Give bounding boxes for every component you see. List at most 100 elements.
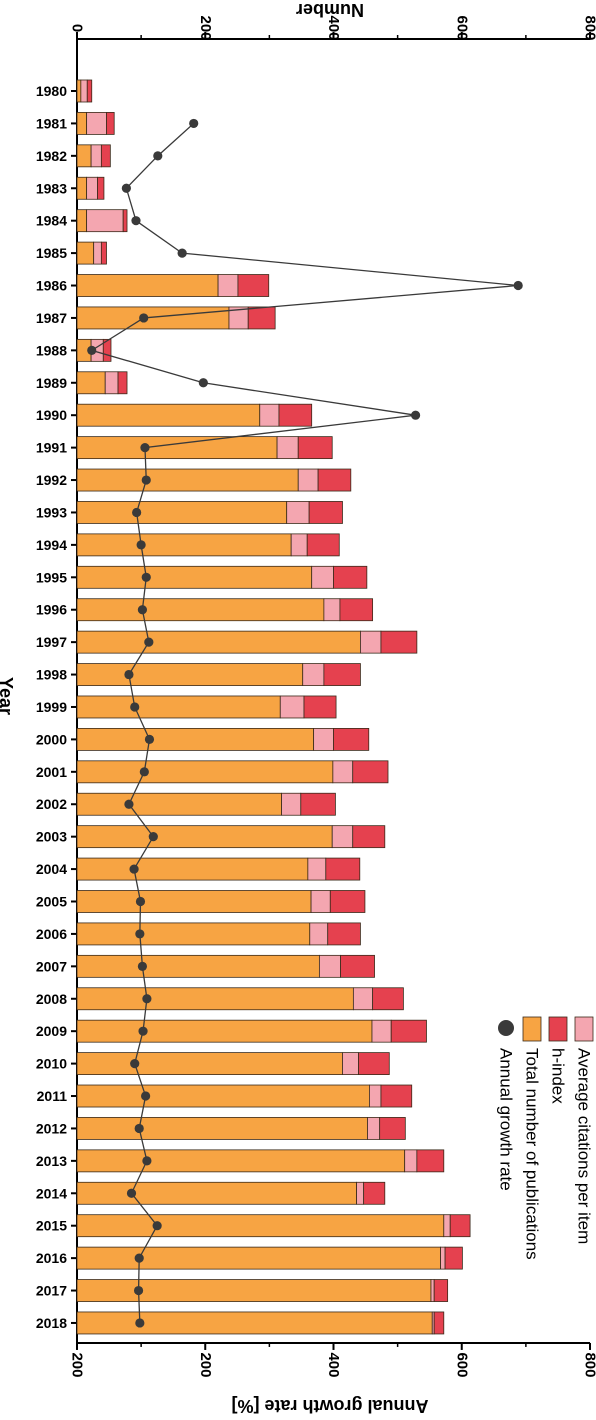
growth-rate-point xyxy=(410,410,421,420)
growth-rate-point xyxy=(124,799,134,809)
bar-segment xyxy=(259,403,280,427)
year-label: 1993 xyxy=(36,504,67,520)
bar-segment xyxy=(390,1019,427,1043)
bar-segment xyxy=(76,728,315,751)
year-label: 1985 xyxy=(36,245,67,261)
top-axis-title: Number xyxy=(296,0,364,20)
bar-segment xyxy=(356,1181,365,1205)
bar-segment xyxy=(352,760,389,784)
bar-segment xyxy=(300,792,336,816)
year-label: 1994 xyxy=(36,537,67,553)
bottom-tick-label: 600 xyxy=(453,1352,470,1377)
year-label: 1986 xyxy=(36,278,67,294)
bar-segment xyxy=(76,501,288,524)
plot-layer: 0 200 400 600 800 200 200 400 600 800 1980 1981 1982… xyxy=(36,15,596,1377)
growth-rate-point xyxy=(132,507,142,518)
bar-segment xyxy=(318,954,341,978)
bar-segment xyxy=(310,890,331,913)
bar-segment xyxy=(106,112,115,135)
bar-segment xyxy=(281,792,302,816)
year-label: 2010 xyxy=(36,1056,67,1072)
growth-rate-point xyxy=(142,1156,152,1166)
bar-segment xyxy=(76,760,334,784)
growth-rate-point xyxy=(152,1221,162,1231)
bar-segment xyxy=(297,436,333,460)
growth-rate-point xyxy=(139,767,149,777)
year-label: 1980 xyxy=(36,83,67,99)
growth-rate-point xyxy=(142,994,152,1004)
bar-segment xyxy=(331,825,354,849)
year-label: 1996 xyxy=(36,602,67,618)
top-tick-label: 600 xyxy=(453,15,470,40)
year-label: 2016 xyxy=(36,1250,67,1266)
bar-segment xyxy=(76,825,333,849)
bar-segment xyxy=(286,501,310,524)
year-label: 2003 xyxy=(36,829,67,845)
growth-rate-point xyxy=(141,1091,151,1101)
bar-segment xyxy=(313,728,334,751)
bar-segment xyxy=(76,922,311,946)
bar-segment xyxy=(100,144,111,168)
bar-segment xyxy=(104,371,119,395)
bar-segment xyxy=(76,954,320,978)
bar-segment xyxy=(352,825,386,849)
bar-segment xyxy=(76,274,219,297)
growth-rate-point xyxy=(134,1253,144,1263)
legend-growth-rate-label: Annual growth rate xyxy=(497,1048,516,1191)
growth-rate-point xyxy=(129,864,139,874)
year-label: 2008 xyxy=(36,991,67,1007)
bar-segment xyxy=(323,598,341,622)
growth-rate-point xyxy=(124,669,134,680)
top-tick-label: 0 xyxy=(69,24,86,32)
year-label: 2018 xyxy=(36,1315,67,1331)
year-label: 1988 xyxy=(36,342,67,358)
bar-segment xyxy=(306,533,340,557)
bottom-tick-label: 200 xyxy=(197,1352,214,1377)
bar-segment xyxy=(303,695,337,719)
bar-segment xyxy=(76,1149,406,1173)
growth-rate-point xyxy=(198,378,208,388)
growth-rate-point xyxy=(148,832,158,842)
year-label: 2002 xyxy=(36,796,67,812)
growth-rate-point xyxy=(144,734,155,745)
bar-segment xyxy=(76,1279,432,1302)
year-label: 1999 xyxy=(36,699,67,715)
year-label: 1991 xyxy=(36,440,67,456)
year-label: 2000 xyxy=(36,731,67,747)
bar-segment xyxy=(340,954,375,978)
bar-segment xyxy=(76,403,261,427)
bar-segment xyxy=(379,1117,406,1140)
year-label: 2015 xyxy=(36,1218,67,1234)
legend-h-index-label: h-index xyxy=(549,1048,568,1104)
bar-segment xyxy=(76,112,88,135)
growth-rate-point xyxy=(189,118,199,129)
growth-rate-point xyxy=(130,702,140,712)
bar-segment xyxy=(433,1279,449,1302)
legend-growth-rate-swatch xyxy=(498,1020,514,1036)
bar-segment xyxy=(307,857,327,881)
bar-segment xyxy=(237,274,270,297)
growth-rate-point xyxy=(121,183,131,193)
bar-segment xyxy=(360,630,382,654)
bar-segment xyxy=(76,598,325,622)
year-label: 2009 xyxy=(36,1023,67,1039)
bar-segment xyxy=(371,1019,392,1043)
growth-rate-point xyxy=(137,961,148,971)
bar-segment xyxy=(76,1117,368,1140)
year-label: 2011 xyxy=(37,1088,68,1104)
bar-segment xyxy=(76,792,282,816)
bar-segment xyxy=(86,209,124,233)
bar-segment xyxy=(449,1214,471,1238)
bar-segment xyxy=(76,209,88,233)
bar-segment xyxy=(333,728,370,751)
bar-segment xyxy=(323,663,361,686)
bar-segment xyxy=(358,1052,390,1075)
legend-total-publications-label: Total number of publications xyxy=(523,1048,542,1260)
growth-rate-point xyxy=(153,151,163,161)
bar-segment xyxy=(76,468,299,492)
bar-segment xyxy=(117,371,128,395)
bar-segment xyxy=(367,1117,381,1140)
growth-rate-point xyxy=(141,572,151,582)
bar-segment xyxy=(76,565,313,589)
